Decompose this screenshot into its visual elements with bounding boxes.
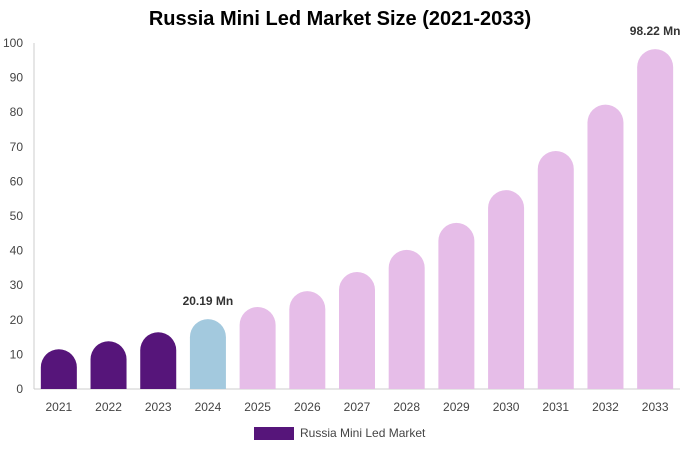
bar-2028 bbox=[388, 249, 425, 389]
y-tick-label: 30 bbox=[10, 278, 24, 292]
y-tick-label: 50 bbox=[10, 209, 24, 223]
y-tick-label: 100 bbox=[3, 36, 23, 50]
bar-2025 bbox=[239, 306, 276, 389]
x-tick-label: 2028 bbox=[393, 400, 420, 414]
x-tick-label: 2024 bbox=[195, 400, 222, 414]
data-label: 20.19 Mn bbox=[183, 294, 234, 308]
y-tick-label: 0 bbox=[16, 382, 23, 396]
x-tick-label: 2032 bbox=[592, 400, 619, 414]
x-tick-label: 2021 bbox=[45, 400, 72, 414]
x-tick-label: 2031 bbox=[542, 400, 569, 414]
y-tick-label: 10 bbox=[10, 347, 24, 361]
bar-2022 bbox=[90, 341, 127, 389]
legend-label: Russia Mini Led Market bbox=[300, 426, 426, 440]
bar-2021 bbox=[40, 349, 77, 389]
x-tick-label: 2027 bbox=[344, 400, 371, 414]
bar-2032 bbox=[587, 104, 624, 389]
y-tick-label: 90 bbox=[10, 71, 24, 85]
x-tick-label: 2033 bbox=[642, 400, 669, 414]
x-tick-label: 2025 bbox=[244, 400, 271, 414]
bar-2030 bbox=[488, 190, 525, 389]
chart-title: Russia Mini Led Market Size (2021-2033) bbox=[148, 8, 532, 30]
x-tick-label: 2023 bbox=[145, 400, 172, 414]
bar-2024 bbox=[189, 319, 226, 389]
legend-swatch bbox=[254, 427, 294, 440]
x-tick-label: 2026 bbox=[294, 400, 321, 414]
y-tick-label: 80 bbox=[10, 105, 24, 119]
bar-2033 bbox=[637, 49, 674, 389]
y-tick-label: 60 bbox=[10, 174, 24, 188]
y-tick-label: 20 bbox=[10, 313, 24, 327]
bar-2023 bbox=[140, 332, 177, 389]
x-tick-label: 2029 bbox=[443, 400, 470, 414]
data-label: 98.22 Mn bbox=[630, 24, 680, 38]
bar-2026 bbox=[289, 291, 326, 389]
y-tick-label: 40 bbox=[10, 244, 24, 258]
bar-2027 bbox=[339, 272, 375, 389]
y-tick-label: 70 bbox=[10, 140, 24, 154]
x-tick-label: 2022 bbox=[95, 400, 122, 414]
bar-2031 bbox=[537, 150, 574, 389]
bar-2029 bbox=[438, 222, 475, 389]
x-tick-label: 2030 bbox=[493, 400, 520, 414]
